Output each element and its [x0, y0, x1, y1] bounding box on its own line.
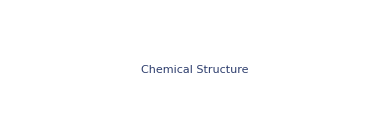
Text: Chemical Structure: Chemical Structure — [141, 65, 249, 75]
